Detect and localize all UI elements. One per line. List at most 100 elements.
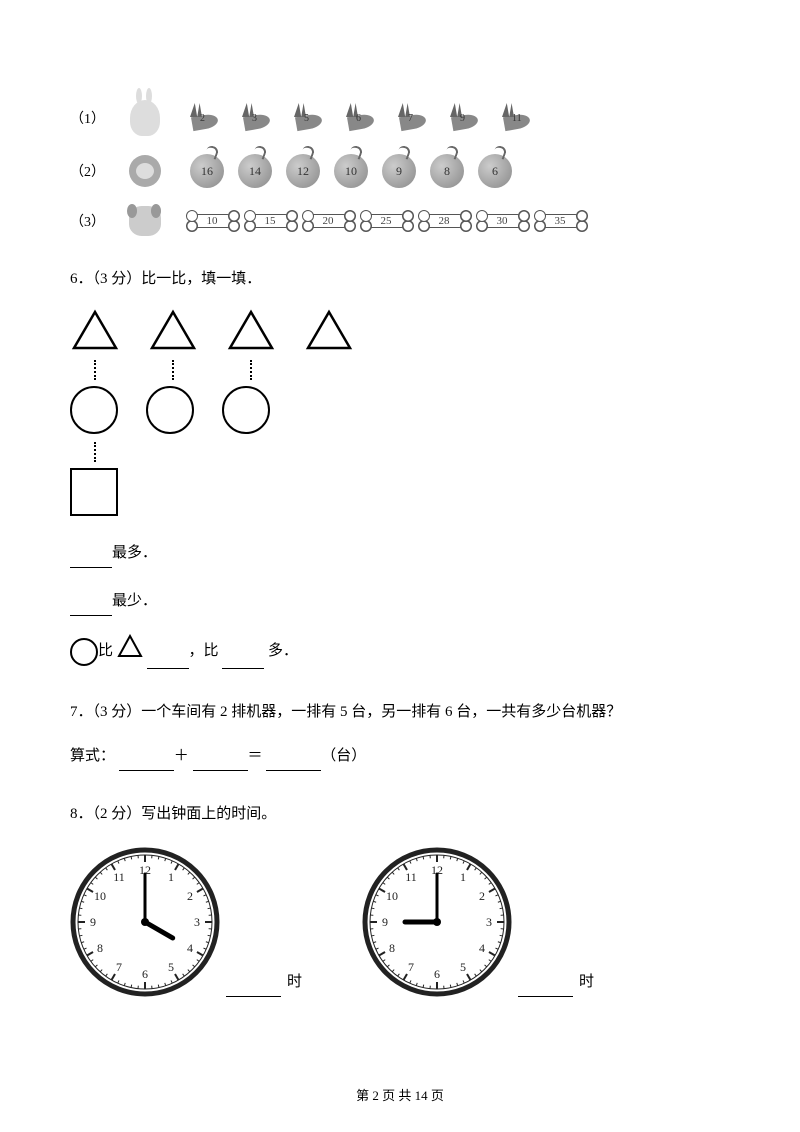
triangle-shape xyxy=(70,308,120,352)
circle-icon xyxy=(70,638,98,666)
bone-item: 20 xyxy=(306,208,350,234)
hour-label: 时 xyxy=(287,967,302,997)
peach-item: 9 xyxy=(382,154,416,188)
blank[interactable] xyxy=(518,980,573,997)
blank[interactable] xyxy=(266,754,321,771)
svg-text:6: 6 xyxy=(434,967,440,981)
carrot-item: 2 xyxy=(190,103,228,133)
peach-item: 16 xyxy=(190,154,224,188)
dotted-connectors-1 xyxy=(70,360,730,380)
blank[interactable] xyxy=(193,754,248,771)
dotted-line xyxy=(148,360,198,380)
dotted-connectors-2 xyxy=(70,442,730,462)
text-more: 多． xyxy=(264,643,298,659)
q6-line1: 最多． xyxy=(70,538,730,568)
carrot-item: 9 xyxy=(450,103,488,133)
svg-text:2: 2 xyxy=(479,889,485,903)
triangle-row xyxy=(70,308,730,352)
circle-shape xyxy=(146,386,194,434)
svg-text:2: 2 xyxy=(187,889,193,903)
svg-text:3: 3 xyxy=(194,915,200,929)
text-most: 最多． xyxy=(112,545,157,561)
svg-text:10: 10 xyxy=(386,889,398,903)
hour-label: 时 xyxy=(579,967,594,997)
svg-text:9: 9 xyxy=(90,915,96,929)
plus-sign: ＋ xyxy=(174,748,189,764)
monkey-icon xyxy=(120,155,170,187)
q8-heading: 8．（2 分）写出钟面上的时间。 xyxy=(70,799,730,829)
svg-text:11: 11 xyxy=(405,870,417,884)
svg-text:8: 8 xyxy=(97,941,103,955)
sequence-row: （3） 10 15 20 25 28 30 35 xyxy=(70,206,730,236)
peach-item: 6 xyxy=(478,154,512,188)
bone-item: 30 xyxy=(480,208,524,234)
blank[interactable] xyxy=(222,652,264,669)
q7-formula: 算式： ＋ ＝ （台） xyxy=(70,741,730,771)
carrot-item: 7 xyxy=(398,103,436,133)
circle-shape xyxy=(222,386,270,434)
sequence-section: （1）23567911（2）16141210986（3）101520252830… xyxy=(70,100,730,236)
rabbit-icon xyxy=(120,100,170,136)
svg-text:6: 6 xyxy=(142,967,148,981)
svg-text:1: 1 xyxy=(460,870,466,884)
clocks-row: 121234567891011时121234567891011时 xyxy=(70,847,730,997)
svg-text:7: 7 xyxy=(116,960,122,974)
bone-item: 28 xyxy=(422,208,466,234)
page-content: （1）23567911（2）16141210986（3）101520252830… xyxy=(0,0,800,997)
peach-item: 8 xyxy=(430,154,464,188)
carrot-item: 11 xyxy=(502,103,540,133)
bone-item: 15 xyxy=(248,208,292,234)
bone-item: 25 xyxy=(364,208,408,234)
circle-row xyxy=(70,386,730,434)
question-8: 8．（2 分）写出钟面上的时间。 121234567891011时1212345… xyxy=(70,799,730,997)
bone-item: 10 xyxy=(190,208,234,234)
blank[interactable] xyxy=(119,754,174,771)
carrot-item: 3 xyxy=(242,103,280,133)
svg-text:4: 4 xyxy=(187,941,193,955)
sequence-row: （1） 235679 11 xyxy=(70,100,730,136)
blank[interactable] xyxy=(226,980,281,997)
svg-text:10: 10 xyxy=(94,889,106,903)
square-shape xyxy=(70,468,118,516)
blank[interactable] xyxy=(70,599,112,616)
dotted-line xyxy=(70,360,120,380)
triangle-shape xyxy=(226,308,276,352)
svg-text:3: 3 xyxy=(486,915,492,929)
q7-heading: 7．（3 分）一个车间有 2 排机器，一排有 5 台，另一排有 6 台，一共有多… xyxy=(70,697,730,727)
triangle-icon xyxy=(117,634,143,669)
square-row xyxy=(70,468,730,516)
q6-line2: 最少． xyxy=(70,586,730,616)
clock-face: 121234567891011 xyxy=(362,847,512,997)
sequence-items: 235679 11 xyxy=(190,103,540,133)
text-comma-than: ，比 xyxy=(189,643,219,659)
q6-shapes xyxy=(70,308,730,516)
q6-heading: 6．（3 分）比一比，填一填． xyxy=(70,264,730,294)
page-total: 14 xyxy=(415,1088,428,1103)
svg-text:5: 5 xyxy=(168,960,174,974)
svg-text:5: 5 xyxy=(460,960,466,974)
text-than: 比 xyxy=(98,643,113,659)
svg-text:4: 4 xyxy=(479,941,485,955)
svg-text:9: 9 xyxy=(382,915,388,929)
sequence-items: 16141210986 xyxy=(190,154,512,188)
row-label: （1） xyxy=(70,108,120,128)
text-least: 最少． xyxy=(112,593,157,609)
row-label: （2） xyxy=(70,161,120,181)
carrot-item: 5 xyxy=(294,103,332,133)
svg-text:8: 8 xyxy=(389,941,395,955)
blank[interactable] xyxy=(70,551,112,568)
q6-line3: 比 ，比 多． xyxy=(70,634,730,669)
peach-item: 14 xyxy=(238,154,272,188)
carrot-item: 6 xyxy=(346,103,384,133)
blank[interactable] xyxy=(147,652,189,669)
dotted-line xyxy=(70,442,120,462)
svg-text:7: 7 xyxy=(408,960,414,974)
bone-item: 35 xyxy=(538,208,582,234)
row-label: （3） xyxy=(70,211,120,231)
clock-face: 121234567891011 xyxy=(70,847,220,997)
question-7: 7．（3 分）一个车间有 2 排机器，一排有 5 台，另一排有 6 台，一共有多… xyxy=(70,697,730,771)
peach-item: 10 xyxy=(334,154,368,188)
dog-icon xyxy=(120,206,170,236)
question-6: 6．（3 分）比一比，填一填． 最多． 最少． 比 ，比 多． xyxy=(70,264,730,669)
triangle-shape xyxy=(304,308,354,352)
